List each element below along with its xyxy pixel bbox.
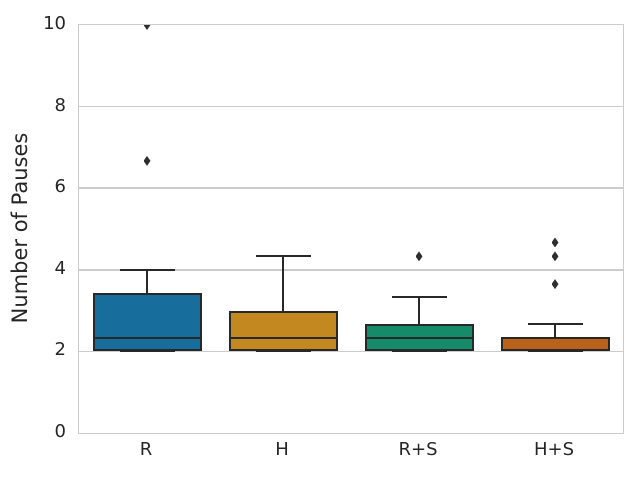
- y-tick-label: 0: [54, 421, 66, 442]
- median-line: [364, 336, 474, 339]
- plot-area: [78, 24, 624, 434]
- median-line: [500, 336, 610, 339]
- y-tick-label: 4: [54, 257, 66, 279]
- box-H: [228, 310, 338, 352]
- box-H+S: [500, 337, 610, 352]
- x-tick-label: H+S: [533, 439, 575, 460]
- lower-whisker-cap: [255, 350, 311, 353]
- upper-whisker-cap: [391, 296, 447, 299]
- outlier-marker: [551, 251, 559, 262]
- x-tick-label: H: [275, 439, 289, 460]
- median-line: [228, 336, 338, 339]
- x-tick-label: R+S: [398, 439, 438, 460]
- upper-whisker-cap: [119, 268, 175, 271]
- upper-whisker: [282, 256, 284, 311]
- lower-whisker-cap: [119, 350, 175, 353]
- lower-whisker-cap: [391, 350, 447, 353]
- box-R: [92, 293, 202, 352]
- gridline-y6: [79, 187, 623, 189]
- y-axis-label: Number of Pauses: [8, 132, 32, 324]
- outlier-marker: [415, 251, 423, 262]
- y-tick-label: 2: [54, 339, 66, 361]
- upper-whisker: [554, 324, 556, 338]
- median-line: [92, 336, 202, 339]
- upper-whisker-cap: [255, 255, 311, 258]
- outlier-marker: [551, 279, 559, 290]
- x-tick-label: R: [139, 439, 153, 460]
- y-tick-label: 6: [54, 176, 66, 198]
- gridline-y8: [79, 105, 623, 108]
- outlier-marker: [551, 237, 559, 248]
- gridline-y4: [79, 269, 623, 271]
- gridline-y2: [79, 350, 623, 353]
- outlier-marker: [143, 155, 151, 166]
- upper-whisker: [418, 297, 420, 325]
- upper-whisker: [146, 269, 148, 294]
- lower-whisker-cap: [527, 350, 583, 353]
- y-tick-label: 10: [43, 13, 66, 34]
- outlier-marker: [143, 25, 151, 30]
- upper-whisker-cap: [527, 323, 583, 326]
- y-tick-label: 8: [54, 94, 66, 116]
